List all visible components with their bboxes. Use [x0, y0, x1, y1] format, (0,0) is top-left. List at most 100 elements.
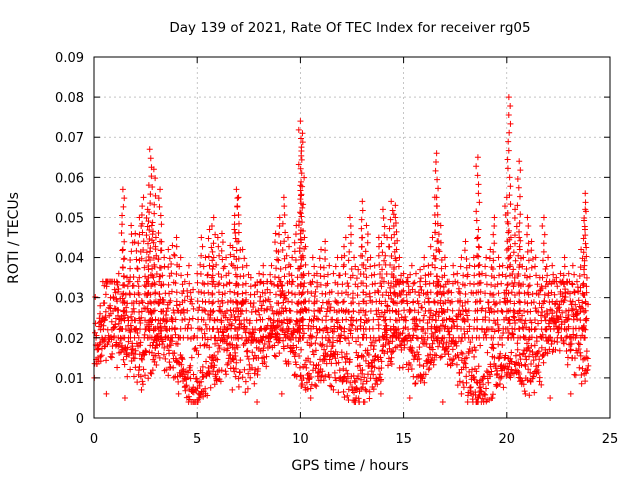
data-point-dense: [95, 346, 102, 353]
data-point-dense: [163, 318, 170, 325]
data-point-dense: [127, 366, 134, 373]
data-point-dense: [377, 371, 384, 378]
data-point-dense: [160, 338, 167, 345]
data-point-dense: [170, 374, 177, 381]
data-point-dense: [132, 347, 139, 354]
data-point-dense: [235, 383, 242, 390]
data-point-dense: [305, 355, 312, 362]
data-point-dense: [435, 343, 442, 350]
data-point-dense: [380, 278, 387, 285]
data-point-dense: [420, 363, 427, 370]
data-point-dense: [206, 344, 213, 351]
y-tick-label: 0: [76, 412, 84, 427]
data-point-dense: [124, 373, 131, 380]
data-point-dense: [366, 388, 373, 395]
data-point-dense: [223, 371, 230, 378]
data-point-dense: [365, 351, 372, 358]
data-point-dense: [336, 375, 343, 382]
data-point-dense: [164, 305, 171, 312]
data-point-dense: [150, 339, 157, 346]
x-tick-label: 5: [193, 432, 201, 447]
data-point-dense: [407, 361, 414, 368]
data-point-dense: [361, 398, 368, 405]
data-point-dense: [352, 379, 359, 386]
data-point-dense: [236, 324, 243, 331]
data-point-dense: [411, 352, 418, 359]
data-point-dense: [386, 308, 393, 315]
data-point-dense: [304, 339, 311, 346]
data-point-dense: [369, 356, 376, 363]
data-point-dense: [381, 350, 388, 357]
data-point-dense: [241, 366, 248, 373]
data-point-dense: [433, 352, 440, 359]
data-point-dense: [229, 341, 236, 348]
data-point-dense: [172, 331, 179, 338]
data-point-dense: [344, 355, 351, 362]
data-point-dense: [114, 364, 121, 371]
data-point-dense: [128, 313, 135, 320]
data-point-dense: [390, 348, 397, 355]
data-point-dense: [444, 348, 451, 355]
data-point-dense: [319, 368, 326, 375]
data-point-dense: [334, 351, 341, 358]
data-point-dense: [234, 305, 241, 312]
data-point-dense: [386, 340, 393, 347]
data-point-dense: [476, 384, 483, 391]
data-point-dense: [171, 309, 178, 316]
data-point-dense: [267, 303, 274, 310]
data-point-dense: [369, 339, 376, 346]
data-point-dense: [315, 361, 322, 368]
data-point-dense: [279, 287, 286, 294]
data-point-dense: [326, 374, 333, 381]
data-point-dense: [459, 350, 466, 357]
data-point-dense: [426, 365, 433, 372]
data-point-dense: [358, 352, 365, 359]
data-point-dense: [339, 377, 346, 384]
data-point-dense: [94, 354, 101, 361]
data-point-dense: [371, 342, 378, 349]
data-point-dense: [370, 386, 377, 393]
data-point-dense: [277, 278, 284, 285]
chart-title: Day 139 of 2021, Rate Of TEC Index for r…: [169, 20, 530, 36]
data-point-dense: [480, 381, 487, 388]
data-point-dense: [198, 378, 205, 385]
data-point-dense: [460, 315, 467, 322]
data-point-dense: [138, 314, 145, 321]
data-point-dense: [251, 370, 258, 377]
data-point-dense: [312, 365, 319, 372]
data-point-dense: [332, 377, 339, 384]
data-point-dense: [276, 350, 283, 357]
data-point-dense: [250, 329, 257, 336]
data-point-dense: [167, 342, 174, 349]
data-point-dense: [415, 351, 422, 358]
data-point-dense: [255, 338, 262, 345]
data-point-dense: [426, 344, 433, 351]
data-point-dense: [196, 382, 203, 389]
data-point-dense: [386, 345, 393, 352]
data-point-dense: [174, 340, 181, 347]
data-point-dense: [187, 335, 194, 342]
data-point-dense: [372, 337, 379, 344]
data-point-dense: [357, 341, 364, 348]
data-point-dense: [422, 330, 429, 337]
data-point-dense: [121, 361, 128, 368]
data-point-dense: [137, 339, 144, 346]
data-point-dense: [139, 356, 146, 363]
data-point-dense: [188, 354, 195, 361]
x-tick-label: 20: [499, 432, 516, 447]
data-point-dense: [431, 351, 438, 358]
data-point-dense: [155, 350, 162, 357]
data-point-dense: [455, 354, 462, 361]
data-point-dense: [190, 371, 197, 378]
data-point-dense: [266, 343, 273, 350]
data-point-dense: [343, 367, 350, 374]
data-point-dense: [339, 354, 346, 361]
data-point-dense: [399, 330, 406, 337]
data-point-dense: [364, 371, 371, 378]
data-point-dense: [135, 367, 142, 374]
data-point-dense: [138, 355, 145, 362]
data-point-dense: [467, 384, 474, 391]
data-point-dense: [162, 355, 169, 362]
data-point-dense: [425, 366, 432, 373]
data-point-dense: [167, 364, 174, 371]
